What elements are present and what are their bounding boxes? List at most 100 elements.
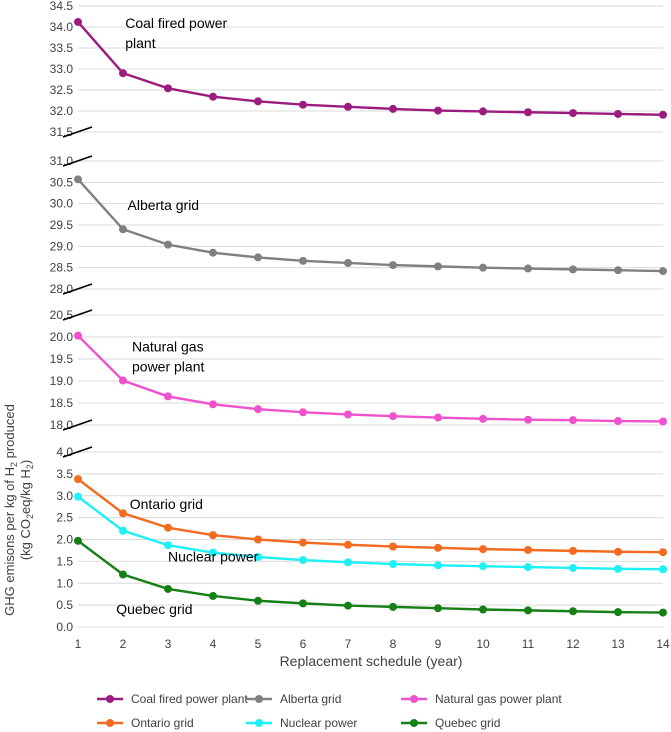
data-point bbox=[254, 553, 262, 561]
y-tick-label: 32.0 bbox=[50, 104, 74, 118]
y-tick-label: 1.5 bbox=[56, 554, 73, 568]
y-tick-label: 2.0 bbox=[56, 533, 73, 547]
data-point bbox=[344, 102, 352, 111]
data-point bbox=[389, 542, 397, 551]
legend-marker bbox=[106, 719, 114, 727]
y-tick-label: 20.0 bbox=[50, 330, 74, 344]
data-point bbox=[659, 608, 667, 617]
data-point bbox=[119, 570, 127, 579]
data-point bbox=[434, 604, 442, 613]
y-tick-label: 31.5 bbox=[50, 125, 74, 139]
y-tick-label: 30.0 bbox=[50, 197, 74, 211]
y-tick-label: 33.5 bbox=[50, 41, 74, 55]
x-tick-label: 6 bbox=[300, 637, 307, 651]
y-tick-label: 3.0 bbox=[56, 489, 73, 503]
data-point bbox=[209, 92, 217, 101]
x-tick-label: 4 bbox=[210, 637, 217, 651]
y-tick-label: 18.5 bbox=[50, 396, 74, 410]
data-point bbox=[164, 541, 172, 550]
y-tick-label: 28.0 bbox=[50, 282, 74, 296]
data-point bbox=[254, 535, 262, 544]
x-tick-label: 2 bbox=[120, 637, 127, 651]
y-tick-label: 29.0 bbox=[50, 239, 74, 253]
gridlines bbox=[78, 5, 663, 628]
data-point bbox=[614, 417, 622, 426]
legend-marker bbox=[255, 695, 263, 703]
annotation-label: power plant bbox=[132, 359, 204, 375]
data-point bbox=[119, 509, 127, 518]
y-tick-label: 29.5 bbox=[50, 218, 74, 232]
y-tick-label: 0.0 bbox=[56, 620, 73, 634]
data-point bbox=[569, 546, 577, 555]
axis-break-mark bbox=[62, 309, 93, 321]
x-axis-label: Replacement schedule (year) bbox=[280, 653, 463, 669]
legend-label: Natural gas power plant bbox=[435, 692, 562, 706]
data-point bbox=[524, 546, 532, 554]
axis-break-mark bbox=[62, 155, 93, 167]
data-point bbox=[299, 599, 307, 608]
data-point bbox=[659, 565, 667, 574]
x-tick-label: 10 bbox=[476, 637, 490, 651]
legend-marker bbox=[410, 695, 418, 703]
annotation-label: Natural gas bbox=[132, 339, 204, 355]
y-tick-label: 33.0 bbox=[50, 62, 74, 76]
series-line bbox=[77, 334, 664, 423]
legend-marker bbox=[255, 719, 263, 727]
data-point bbox=[479, 605, 487, 614]
y-tick-label: 0.5 bbox=[56, 598, 73, 612]
y-tick-label: 32.5 bbox=[50, 83, 74, 97]
data-point bbox=[479, 414, 487, 423]
x-tick-labels: 1 2 3 4 5 6 7 8 9 10 11 12 13 14 bbox=[75, 637, 670, 651]
data-point bbox=[209, 248, 217, 257]
x-tick-label: 11 bbox=[522, 637, 535, 651]
y-axis-label: GHG emisons per kg of H2 produced bbox=[2, 404, 19, 616]
data-point bbox=[344, 601, 352, 610]
data-point bbox=[164, 240, 172, 249]
data-point bbox=[164, 584, 172, 593]
data-point bbox=[614, 547, 622, 556]
data-point bbox=[74, 492, 82, 501]
data-point bbox=[344, 258, 352, 267]
data-point bbox=[299, 556, 307, 565]
y-tick-label: 1.0 bbox=[56, 576, 73, 590]
data-point bbox=[479, 107, 487, 116]
data-point bbox=[344, 540, 352, 549]
y-tick-label: 34.5 bbox=[50, 0, 74, 13]
data-point bbox=[524, 264, 532, 273]
data-point bbox=[434, 106, 442, 115]
y-tick-label: 31.0 bbox=[50, 154, 74, 168]
data-point bbox=[569, 265, 577, 274]
legend: Coal fired power plant Alberta grid Natura… bbox=[97, 692, 562, 730]
y-tick-label: 20.5 bbox=[50, 308, 74, 322]
data-point bbox=[74, 175, 82, 184]
data-point bbox=[434, 561, 442, 570]
legend-label: Nuclear power bbox=[280, 716, 357, 730]
data-point bbox=[569, 607, 577, 616]
data-point bbox=[254, 405, 262, 414]
annotation-label: Ontario grid bbox=[130, 496, 203, 512]
data-point bbox=[389, 602, 397, 611]
axis-break-mark bbox=[62, 283, 93, 295]
axis-break-mark bbox=[62, 126, 93, 138]
y-tick-label: 2.5 bbox=[56, 511, 73, 525]
series bbox=[74, 17, 667, 617]
data-point bbox=[119, 69, 127, 78]
data-point bbox=[659, 417, 667, 426]
data-point bbox=[659, 548, 667, 557]
data-point bbox=[254, 253, 262, 262]
series-line bbox=[77, 178, 664, 273]
y-tick-label: 19.0 bbox=[50, 374, 74, 388]
series-line bbox=[77, 478, 664, 554]
data-point bbox=[614, 608, 622, 617]
x-tick-label: 1 bbox=[75, 637, 82, 651]
x-tick-label: 7 bbox=[345, 637, 352, 651]
data-point bbox=[434, 413, 442, 422]
data-point bbox=[254, 97, 262, 106]
data-point bbox=[524, 563, 532, 572]
x-tick-label: 8 bbox=[390, 637, 397, 651]
legend-marker bbox=[106, 695, 114, 703]
data-point bbox=[614, 109, 622, 118]
series-line bbox=[77, 539, 664, 614]
data-point bbox=[659, 267, 667, 276]
series-line bbox=[77, 495, 664, 571]
